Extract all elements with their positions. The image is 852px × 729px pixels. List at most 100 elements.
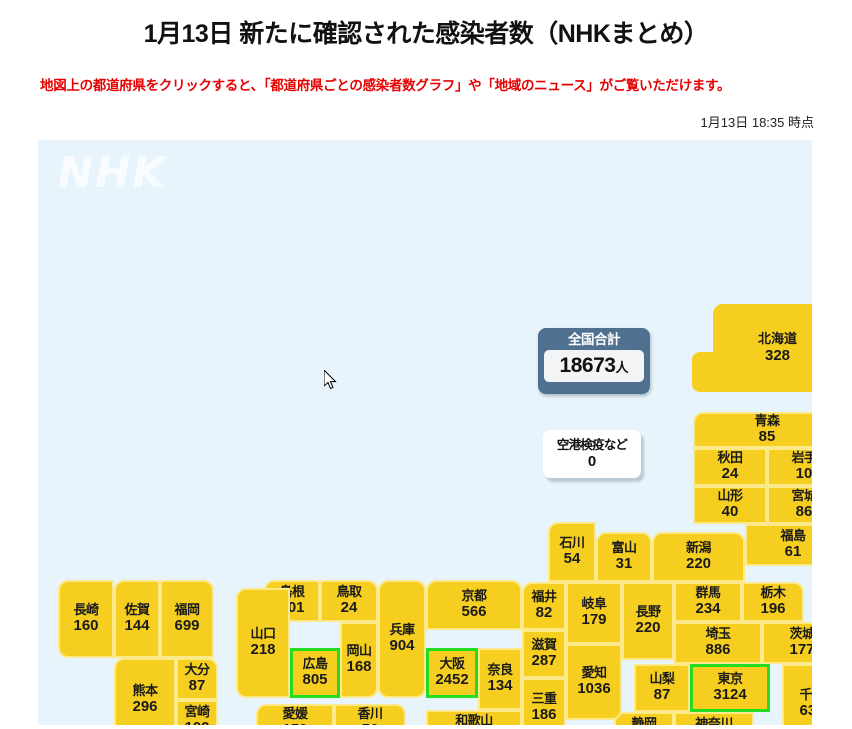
pref-name-akita: 秋田: [717, 450, 743, 466]
pref-yamaguchi[interactable]: 山口 218: [236, 588, 290, 698]
pref-osaka[interactable]: 大阪 2452: [426, 648, 478, 698]
pref-value-kumamoto: 296: [132, 697, 158, 715]
pref-kanagawa[interactable]: 神奈川 842: [674, 712, 754, 725]
national-total-box: 全国合計 18673 人: [538, 328, 650, 394]
pref-name-ibaraki: 茨城: [789, 626, 812, 642]
pref-name-shiga: 滋賀: [531, 637, 557, 653]
pref-value-mie: 186: [531, 705, 557, 723]
pref-value-yamaguchi: 218: [250, 640, 276, 658]
pref-value-tochigi: 196: [760, 599, 786, 617]
pref-shiga[interactable]: 滋賀 287: [522, 630, 566, 678]
pref-miyazaki[interactable]: 宮崎 100: [176, 700, 218, 725]
pref-oita[interactable]: 大分 87: [176, 658, 218, 700]
hokkaido-label-group: 北海道 328: [713, 304, 812, 392]
pref-name-aomori: 青森: [754, 413, 780, 429]
pref-fukushima[interactable]: 福島 61: [745, 524, 812, 566]
pref-name-nara: 奈良: [487, 662, 513, 678]
pref-name-tottori: 鳥取: [336, 584, 362, 600]
japan-infection-map[interactable]: NHK 全国合計 18673 人 空港検疫など 0 北海道 328 青森 85 …: [38, 140, 812, 725]
pref-miyagi[interactable]: 宮城 86: [767, 486, 812, 524]
pref-gunma[interactable]: 群馬 234: [674, 582, 742, 622]
click-instruction-notice: 地図上の都道府県をクリックすると、「都道府県ごとの感染者数グラフ」や「地域のニュ…: [40, 78, 731, 93]
pref-value-yamagata: 40: [721, 502, 739, 520]
pref-shizuoka[interactable]: 静岡 382: [614, 712, 674, 725]
pref-name-toyama: 富山: [611, 540, 637, 556]
pref-name-oita: 大分: [184, 662, 210, 678]
pref-saitama[interactable]: 埼玉 886: [674, 622, 762, 664]
pref-name-chiba: 千葉: [799, 687, 812, 703]
pref-name-kagawa: 香川: [357, 706, 383, 722]
pref-name-kanagawa: 神奈川: [695, 716, 733, 725]
pref-hokkaido[interactable]: 北海道 328: [692, 304, 812, 392]
pref-nara[interactable]: 奈良 134: [478, 648, 522, 710]
pref-name-tochigi: 栃木: [760, 585, 786, 601]
pref-tochigi[interactable]: 栃木 196: [742, 582, 804, 622]
pref-nagano[interactable]: 長野 220: [622, 582, 674, 660]
data-timestamp: 1月13日 18:35 時点: [700, 115, 814, 130]
pref-value-nagano: 220: [635, 618, 661, 636]
pref-name-kumamoto: 熊本: [132, 683, 158, 699]
pref-name-aichi: 愛知: [581, 665, 607, 681]
pref-toyama[interactable]: 富山 31: [596, 532, 652, 582]
pref-mie[interactable]: 三重 186: [522, 678, 566, 725]
pref-value-miyagi: 86: [795, 502, 812, 520]
pref-value-nagasaki: 160: [73, 616, 99, 634]
pref-value-ehime: 150: [282, 721, 307, 725]
pref-name-shizuoka: 静岡: [631, 716, 657, 725]
pref-name-osaka: 大阪: [439, 656, 465, 672]
pref-gifu[interactable]: 岐阜 179: [566, 582, 622, 644]
pref-value-kyoto: 566: [461, 602, 487, 620]
pref-hyogo[interactable]: 兵庫 904: [378, 580, 426, 698]
pref-value-ishikawa: 54: [563, 549, 581, 567]
pref-value-tokyo: 3124: [713, 685, 747, 703]
pref-okayama[interactable]: 岡山 168: [340, 622, 378, 698]
pref-fukui[interactable]: 福井 82: [522, 582, 566, 630]
pref-value-akita: 24: [721, 464, 739, 482]
pref-aichi[interactable]: 愛知 1036: [566, 644, 622, 720]
pref-ishikawa[interactable]: 石川 54: [548, 522, 596, 582]
pref-value-tottori: 24: [340, 598, 358, 616]
pref-kyoto[interactable]: 京都 566: [426, 580, 522, 630]
pref-nagasaki[interactable]: 長崎 160: [58, 580, 114, 658]
pref-ehime[interactable]: 愛媛 150: [256, 704, 334, 725]
pref-tottori[interactable]: 鳥取 24: [320, 580, 378, 622]
pref-name-mie: 三重: [531, 691, 557, 707]
pref-yamanashi[interactable]: 山梨 87: [634, 664, 690, 712]
pref-value-toyama: 31: [615, 554, 633, 572]
pref-iwate[interactable]: 岩手 10: [767, 448, 812, 486]
pref-value-oita: 87: [188, 676, 206, 694]
pref-value-fukui: 82: [535, 603, 553, 621]
pref-value-nara: 134: [487, 676, 513, 694]
pref-value-gifu: 179: [581, 610, 607, 628]
pref-kagawa[interactable]: 香川 56: [334, 704, 406, 725]
pref-name-miyagi: 宮城: [791, 488, 812, 504]
pref-akita[interactable]: 秋田 24: [693, 448, 767, 486]
pref-name-kyoto: 京都: [461, 588, 487, 604]
pref-kumamoto[interactable]: 熊本 296: [114, 658, 176, 725]
pref-yamagata[interactable]: 山形 40: [693, 486, 767, 524]
pref-aomori[interactable]: 青森 85: [693, 412, 812, 448]
page-title: 1月13日 新たに確認された感染者数（NHKまとめ）: [143, 20, 709, 48]
pref-name-nagasaki: 長崎: [73, 602, 99, 618]
pref-chiba[interactable]: 千葉 633: [782, 664, 812, 725]
pref-name-yamaguchi: 山口: [250, 626, 276, 642]
pref-saga[interactable]: 佐賀 144: [114, 580, 160, 658]
airport-quarantine-box[interactable]: 空港検疫など 0: [543, 430, 641, 478]
pref-name-fukushima: 福島: [780, 528, 806, 544]
pref-ibaraki[interactable]: 茨城 177: [762, 622, 812, 664]
pref-value-niigata: 220: [685, 554, 712, 572]
pref-niigata[interactable]: 新潟 220: [652, 532, 745, 582]
pref-value-saitama: 886: [705, 640, 731, 658]
pref-name-fukui: 福井: [531, 589, 557, 605]
pref-tokyo[interactable]: 東京 3124: [690, 664, 770, 712]
pref-name-hokkaido: 北海道: [757, 330, 797, 346]
pref-hiroshima[interactable]: 広島 805: [290, 648, 340, 698]
pref-wakayama[interactable]: 和歌山 117: [426, 710, 522, 725]
pref-fukuoka[interactable]: 福岡 699: [160, 580, 214, 658]
pref-name-ishikawa: 石川: [559, 535, 585, 551]
pref-value-fukushima: 61: [784, 542, 802, 560]
pref-name-tokyo: 東京: [717, 671, 743, 687]
pref-name-wakayama: 和歌山: [455, 713, 493, 725]
pref-value-chiba: 633: [799, 701, 812, 719]
pref-name-yamagata: 山形: [717, 488, 743, 504]
